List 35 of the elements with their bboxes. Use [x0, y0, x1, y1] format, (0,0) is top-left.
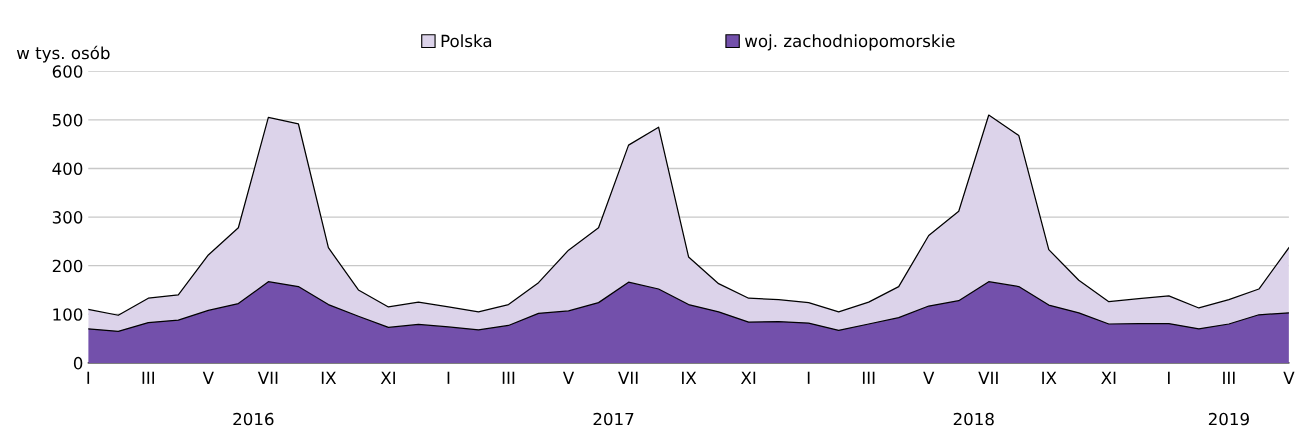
x-tick-label: I — [807, 371, 810, 384]
x-tick-label: I — [1168, 371, 1170, 384]
text: 2019 — [1208, 412, 1249, 426]
x-tick-label: V — [1283, 371, 1295, 384]
x-tick-label: V — [923, 371, 935, 384]
legend-label: woj. zachodniopomorskie — [744, 34, 955, 51]
x-tick-label: IX — [1042, 371, 1057, 384]
x-tick-label: XI — [1101, 371, 1116, 384]
x-tick-label: VII — [618, 371, 638, 384]
x-tick-label: III — [502, 371, 515, 384]
text: 2018 — [953, 412, 994, 426]
x-tick-label: XI — [740, 371, 756, 384]
y-tick-label: 100 — [53, 308, 83, 321]
x-tick-label: V — [562, 371, 575, 384]
y-axis-title: w tys. osób — [16, 45, 110, 63]
y-tick-label: 300 — [52, 211, 83, 224]
x-tick-label: IX — [682, 371, 697, 384]
x-tick-label: III — [862, 371, 875, 384]
x-tick-label: I — [447, 371, 450, 384]
x-tick-label: VII — [257, 371, 278, 384]
x-tick-label: I — [87, 371, 90, 384]
y-tick-label: 400 — [52, 162, 83, 176]
y-tick-label: 600 — [52, 65, 83, 78]
y-tick-label: 0 — [73, 356, 83, 370]
text: 2016 — [233, 412, 274, 426]
x-tick-label: VII — [978, 371, 998, 384]
x-tick-label: XI — [380, 371, 395, 384]
x-tick-label: V — [202, 371, 214, 384]
x-tick-label: III — [142, 371, 155, 384]
legend-label: Polska — [441, 34, 492, 48]
y-tick-label: 500 — [52, 113, 83, 127]
x-tick-label: IX — [321, 371, 337, 384]
text: 2017 — [593, 412, 634, 426]
y-tick-label: 200 — [52, 259, 83, 273]
x-tick-label: III — [1223, 371, 1235, 384]
